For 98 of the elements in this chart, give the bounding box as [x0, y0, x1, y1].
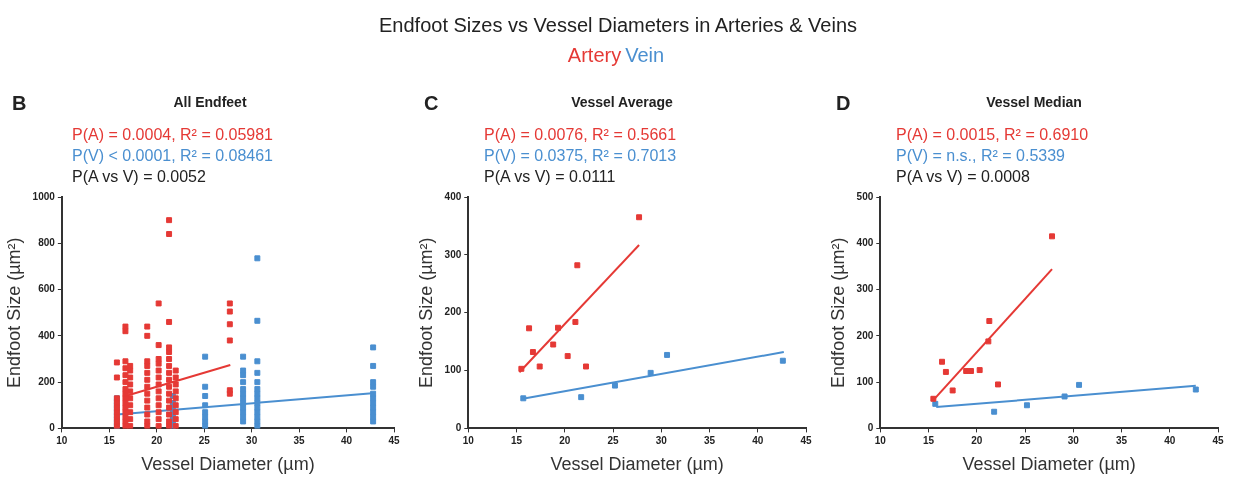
- y-tick-label: 100: [444, 364, 462, 376]
- y-tick-label: 100: [856, 375, 874, 387]
- x-tick-label: 15: [922, 435, 935, 447]
- x-tick-label: 25: [1019, 435, 1032, 447]
- y-tick-label: 500: [856, 190, 874, 202]
- point: [949, 387, 956, 394]
- x-tick-label: 35: [1115, 435, 1128, 447]
- y-axis-title: Endfoot Size (µm²): [3, 237, 24, 388]
- x-tick-label: 40: [340, 435, 353, 447]
- point: [942, 368, 949, 375]
- x-axis-title: Vessel Diameter (µm): [141, 454, 315, 475]
- point: [985, 338, 992, 345]
- point: [664, 351, 671, 358]
- point: [529, 349, 536, 356]
- x-tick-label: 45: [800, 435, 812, 447]
- text: P(V) < 0.0001, R² = 0.08461: [72, 146, 274, 166]
- text: Vein: [625, 44, 665, 66]
- point: [976, 367, 983, 374]
- y-tick-label: 600: [38, 283, 56, 295]
- x-tick-label: 35: [703, 435, 716, 447]
- x-tick-label: 10: [56, 435, 68, 447]
- x-tick-label: 20: [971, 435, 983, 447]
- x-tick-label: 20: [559, 435, 571, 447]
- text: P(A vs V) = 0.0111: [484, 167, 617, 187]
- text: C: [424, 92, 439, 115]
- point: [939, 358, 946, 365]
- y-tick-label: 200: [38, 375, 56, 387]
- text: P(V) = n.s., R² = 0.5339: [896, 146, 1066, 166]
- point: [968, 368, 974, 374]
- y-tick-label: 400: [444, 190, 462, 202]
- x-tick-label: 15: [103, 435, 116, 447]
- text: D: [836, 92, 851, 115]
- x-tick-label: 40: [1164, 435, 1176, 447]
- point: [536, 363, 543, 370]
- y-tick-label: 200: [444, 306, 462, 318]
- x-tick-label: 10: [462, 435, 475, 447]
- x-tick-label: 10: [874, 435, 887, 447]
- point: [779, 357, 786, 364]
- text: Endfoot Sizes vs Vessel Diameters in Arteries & Veins: [379, 14, 857, 36]
- y-tick-label: 0: [49, 422, 56, 434]
- y-tick-label: 800: [38, 237, 56, 249]
- x-tick-label: 45: [388, 435, 400, 447]
- point: [647, 369, 654, 376]
- x-tick-label: 30: [246, 435, 258, 447]
- y-tick-label: 0: [867, 422, 874, 434]
- x-tick-label: 40: [752, 435, 764, 447]
- point: [583, 363, 589, 370]
- point: [1076, 381, 1083, 388]
- text: P(V) = 0.0375, R² = 0.7013: [484, 146, 677, 166]
- text: P(A) = 0.0015, R² = 0.6910: [896, 125, 1089, 145]
- point: [991, 408, 998, 415]
- y-axis-title: Endfoot Size (µm²): [827, 237, 848, 388]
- point: [555, 324, 561, 331]
- y-tick-label: 1000: [32, 190, 56, 202]
- y-tick-label: 0: [455, 422, 462, 434]
- text: B: [12, 92, 27, 115]
- point: [550, 341, 557, 348]
- y-tick-label: 300: [444, 248, 462, 260]
- y-tick-label: 400: [856, 237, 874, 249]
- point: [564, 353, 571, 360]
- point: [930, 395, 937, 402]
- x-axis-title: Vessel Diameter (µm): [550, 454, 724, 475]
- point: [1192, 386, 1199, 393]
- point: [572, 318, 579, 325]
- point: [995, 381, 1001, 388]
- y-axis-title: Endfoot Size (µm²): [415, 237, 436, 388]
- x-tick-label: 25: [607, 435, 620, 447]
- text: P(A) = 0.0076, R² = 0.5661: [484, 125, 677, 145]
- point: [1049, 233, 1056, 240]
- text: Artery: [567, 44, 622, 66]
- x-axis-title: Vessel Diameter (µm): [962, 454, 1136, 475]
- point: [518, 365, 525, 372]
- y-tick-label: 400: [38, 329, 56, 341]
- point: [520, 395, 527, 402]
- x-tick-label: 30: [655, 435, 668, 447]
- point: [986, 318, 993, 325]
- point: [1061, 393, 1068, 400]
- chart-title: Vessel Average: [570, 94, 674, 110]
- point: [611, 382, 618, 389]
- x-tick-label: 25: [198, 435, 211, 447]
- point: [636, 214, 643, 221]
- text: P(A) = 0.0004, R² = 0.05981: [72, 125, 274, 145]
- x-tick-label: 20: [151, 435, 163, 447]
- y-tick-label: 200: [856, 329, 874, 341]
- point: [526, 325, 533, 332]
- point: [1023, 402, 1030, 409]
- point: [932, 400, 939, 407]
- point: [578, 394, 585, 401]
- y-tick-label: 300: [856, 283, 874, 295]
- point: [574, 262, 581, 269]
- text: P(A vs V) = 0.0008: [896, 167, 1031, 187]
- chart-title: All Endfeet: [172, 94, 248, 110]
- text: P(A vs V) = 0.0052: [72, 167, 207, 187]
- chart-title: Vessel Median: [985, 94, 1083, 110]
- x-tick-label: 15: [510, 435, 523, 447]
- x-tick-label: 45: [1212, 435, 1224, 447]
- x-tick-label: 30: [1067, 435, 1080, 447]
- x-tick-label: 35: [293, 435, 306, 447]
